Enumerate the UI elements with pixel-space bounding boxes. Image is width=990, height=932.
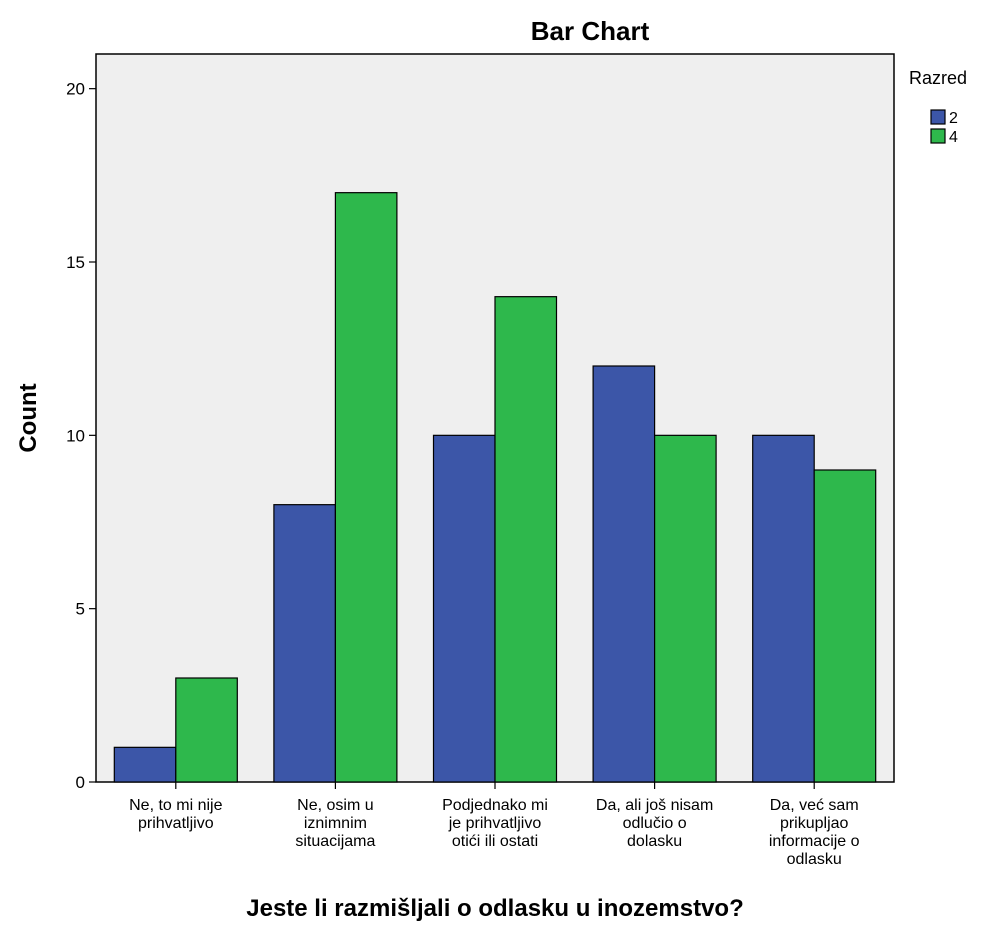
x-category-label: Da, ali još nisam odlučio o dolasku <box>596 797 713 850</box>
y-axis: 0 5 10 15 20 <box>66 80 96 792</box>
x-category-label: Podjednako mi je prihvatljivo otići ili os… <box>442 797 548 850</box>
x-category-label-line: prihvatljivo <box>138 815 214 832</box>
bar-series-2-2 <box>273 504 336 783</box>
y-tick-label: 0 <box>76 773 85 792</box>
x-category-label-line: Da, već sam <box>770 797 859 814</box>
x-category-label-line: iznimnim <box>304 815 367 832</box>
legend-title: Razred <box>909 68 967 88</box>
bar-series-4-5 <box>813 469 877 783</box>
legend-label-2: 2 <box>949 110 958 127</box>
bar-series-2-3 <box>432 434 496 783</box>
bar-series-4-2 <box>334 192 398 783</box>
bar-series-2-4 <box>592 365 656 783</box>
x-category-label-line: odlučio o <box>623 815 687 832</box>
x-category-label-line: prikupljao <box>780 815 849 832</box>
y-tick-label: 10 <box>66 426 85 445</box>
x-axis-title: Jeste li razmišljali o odlasku u inozems… <box>246 895 743 922</box>
x-category-label-line: situacijama <box>295 833 375 850</box>
x-category-label-line: informacije o <box>769 833 860 850</box>
legend-label-4: 4 <box>949 129 958 146</box>
y-tick-label: 15 <box>66 253 85 272</box>
x-category-label-line: Podjednako mi <box>442 797 548 814</box>
y-tick-label: 5 <box>76 600 85 619</box>
bar-series-4-4 <box>653 434 717 783</box>
x-category-label-line: je prihvatljivo <box>448 815 542 832</box>
y-tick-label: 20 <box>66 80 85 99</box>
bar-series-2-1 <box>113 746 177 783</box>
x-category-label-line: Ne, osim u <box>297 797 373 814</box>
bar-series-4-3 <box>494 296 558 783</box>
x-axis: Ne, to mi nije prihvatljivo Ne, osim u izni… <box>129 782 860 868</box>
bars <box>113 192 877 783</box>
legend-swatch-2 <box>930 109 946 125</box>
legend-swatch-4 <box>930 128 946 144</box>
chart-title: Bar Chart <box>531 16 650 46</box>
x-category-label: Da, već sam prikupljao informacije o odlask… <box>769 797 860 868</box>
bar-series-4-1 <box>175 677 238 783</box>
legend: Razred 2 4 <box>909 68 967 146</box>
x-category-label: Ne, osim u iznimnim situacijama <box>295 797 375 850</box>
x-category-label-line: dolasku <box>627 833 682 850</box>
x-category-label-line: Da, ali još nisam <box>596 797 713 814</box>
bar-series-2-5 <box>752 434 815 783</box>
x-category-label-line: otići ili ostati <box>452 833 538 850</box>
y-axis-title: Count <box>15 383 42 452</box>
x-category-label-line: odlasku <box>787 851 842 868</box>
x-category-label-line: Ne, to mi nije <box>129 797 222 814</box>
x-category-label: Ne, to mi nije prihvatljivo <box>129 797 222 832</box>
